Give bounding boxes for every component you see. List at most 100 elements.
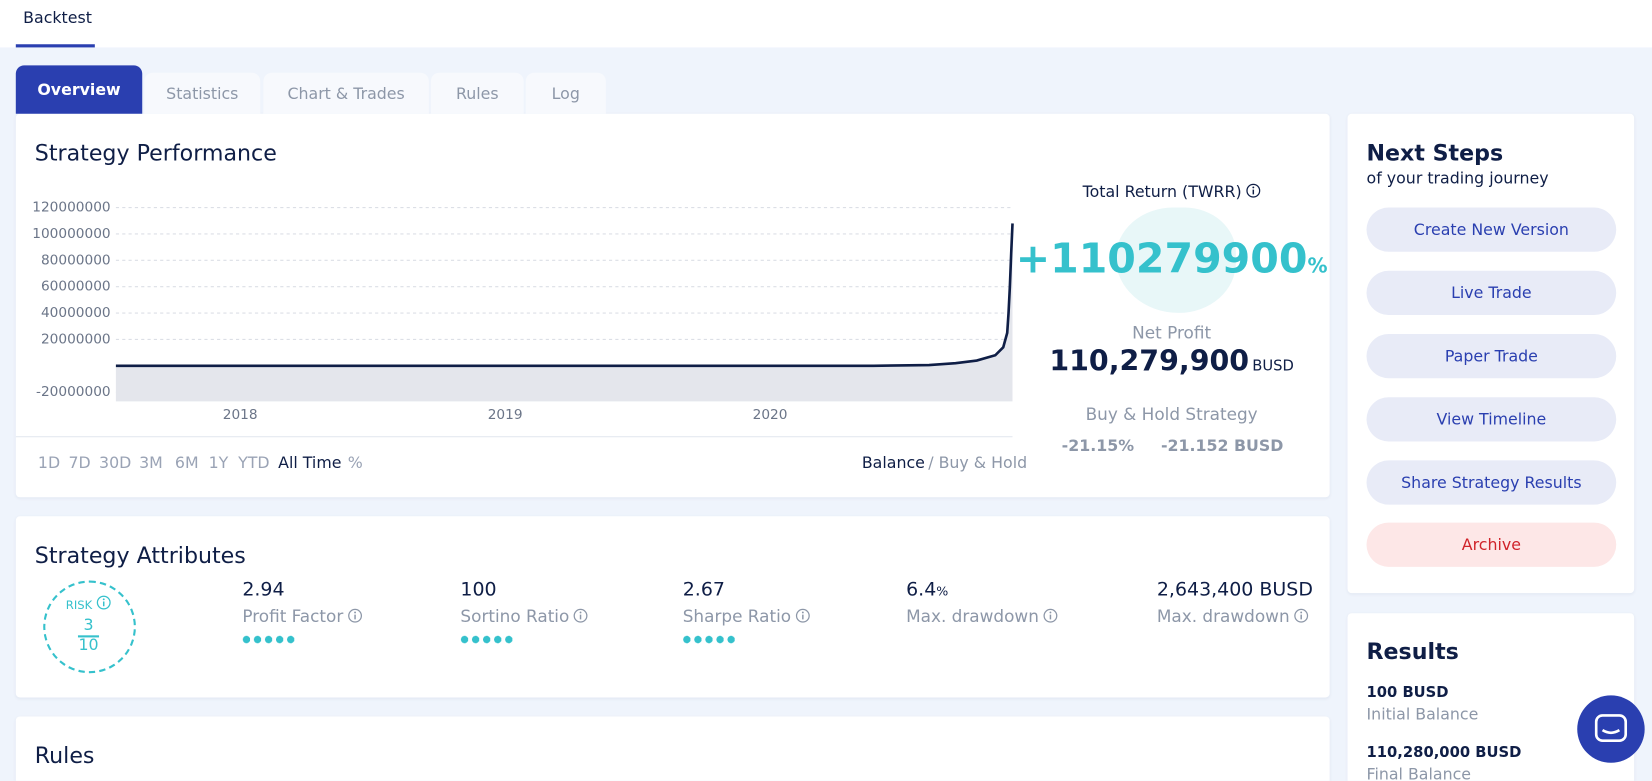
header-tab[interactable]: Backtest [23, 8, 92, 28]
range-button[interactable]: 1D [37, 453, 61, 473]
net-profit-unit: BUSD [1252, 358, 1294, 375]
archive-button[interactable]: Archive [1366, 522, 1617, 567]
risk-value: 3 [83, 615, 94, 635]
info-icon[interactable] [96, 595, 111, 610]
tab-label: Overview [37, 80, 121, 100]
tab[interactable]: Chart & Trades [263, 72, 429, 114]
total-return-label: Total Return (TWRR) [1083, 182, 1261, 201]
net-profit: 110,279,900 BUSD [1049, 345, 1294, 379]
y-tick-label: 60000000 [41, 279, 111, 295]
attribute-value: 2.67 [683, 579, 725, 602]
rules-card [15, 716, 1330, 781]
tab-label: Rules [455, 83, 499, 103]
info-icon[interactable] [1246, 183, 1261, 198]
risk-label: RISK [66, 595, 111, 612]
button-label: Paper Trade [1444, 346, 1538, 366]
rating-dots [460, 635, 514, 644]
action-button[interactable]: Share Strategy Results [1366, 460, 1617, 505]
risk-divider [77, 635, 100, 637]
info-icon[interactable] [1043, 608, 1058, 623]
attribute-label: Max. drawdown [906, 606, 1058, 626]
tab[interactable]: Statistics [144, 72, 261, 114]
buy-hold-busd: -21.152 BUSD [1160, 436, 1284, 456]
chat-button[interactable] [1577, 695, 1645, 763]
attribute-value: 6.4% [906, 579, 948, 602]
attribute-value-text: 2,643,400 BUSD [1156, 578, 1313, 601]
info-icon[interactable] [1294, 608, 1309, 623]
attribute-value: 2.94 [242, 579, 284, 602]
card-title: Rules [34, 743, 95, 769]
risk-circle [43, 580, 136, 674]
info-icon[interactable] [347, 608, 362, 623]
total-return-unit: % [1307, 254, 1328, 278]
tab-underline [15, 44, 95, 48]
x-tick-label: 2018 [223, 407, 258, 423]
total-return-value: +110279900 [1015, 235, 1308, 283]
total-return: +110279900% [1016, 236, 1328, 285]
result-value: 100 BUSD [1366, 684, 1449, 702]
action-button[interactable]: Paper Trade [1366, 333, 1617, 379]
attribute-value: 2,643,400 BUSD [1157, 579, 1313, 602]
risk-max: 10 [78, 635, 99, 655]
balance-line [115, 223, 1014, 368]
attribute-unit: % [936, 583, 949, 599]
legend-balance[interactable]: Balance [861, 453, 925, 473]
attribute-label: Profit Factor [242, 606, 362, 626]
tab[interactable]: Overview [15, 65, 143, 114]
range-button[interactable]: % [347, 453, 363, 473]
tab-label: Statistics [166, 83, 239, 103]
y-tick-label: 80000000 [41, 252, 111, 268]
attributes-card [15, 516, 1330, 698]
balance-chart: -20000000 20000000 40000000 60000000 8000000… [32, 200, 1014, 423]
attribute-value-text: 6.4 [906, 578, 937, 601]
range-button[interactable]: 6M [174, 453, 199, 473]
performance-card [15, 113, 1330, 498]
button-label: View Timeline [1436, 409, 1547, 429]
attribute-label: Sortino Ratio [460, 606, 588, 626]
action-button[interactable]: View Timeline [1366, 397, 1617, 442]
buy-hold-label: Buy & Hold Strategy [1085, 403, 1258, 424]
y-tick-label: 100000000 [32, 226, 110, 242]
rating-dots [682, 635, 736, 644]
top-bar [0, 0, 1652, 48]
range-button[interactable]: 30D [99, 453, 132, 473]
attribute-value-text: 2.94 [242, 578, 285, 601]
y-tick-label: 20000000 [41, 331, 111, 347]
balance-area [115, 223, 1013, 402]
chat-icon [1594, 714, 1628, 742]
attribute-label: Sharpe Ratio [683, 606, 810, 626]
attribute-label: Max. drawdown [1157, 606, 1309, 626]
result-label: Final Balance [1366, 764, 1472, 781]
tab-label: Log [551, 83, 580, 103]
card-subtitle: of your trading journey [1366, 168, 1549, 188]
legend-buy-hold[interactable]: / Buy & Hold [928, 453, 1028, 473]
action-button[interactable]: Create New Version [1366, 207, 1617, 252]
result-label: Initial Balance [1366, 704, 1479, 724]
attribute-value: 100 [460, 579, 496, 602]
return-blob [1115, 207, 1236, 313]
card-title: Strategy Attributes [34, 543, 246, 569]
card-title: Strategy Performance [34, 140, 277, 166]
y-tick-label: 40000000 [41, 305, 111, 321]
card-title: Next Steps [1366, 140, 1504, 166]
info-icon[interactable] [795, 608, 810, 623]
result-value: 110,280,000 BUSD [1366, 744, 1522, 762]
y-tick-label: 120000000 [32, 200, 110, 216]
tab[interactable]: Rules [430, 72, 524, 114]
card-title: Results [1366, 638, 1459, 665]
y-tick-label: -20000000 [36, 384, 111, 400]
range-button[interactable]: 3M [139, 453, 163, 473]
range-button[interactable]: 7D [68, 453, 91, 473]
button-label: Create New Version [1413, 220, 1569, 240]
range-button[interactable]: YTD [238, 453, 270, 473]
range-button[interactable]: 1Y [208, 453, 229, 473]
button-label: Archive [1461, 535, 1521, 555]
action-button[interactable]: Live Trade [1366, 270, 1617, 316]
range-button[interactable]: All Time [278, 453, 342, 473]
x-tick-label: 2020 [753, 407, 788, 423]
info-icon[interactable] [573, 608, 589, 623]
rating-dots [242, 635, 296, 644]
tab[interactable]: Log [525, 72, 606, 114]
